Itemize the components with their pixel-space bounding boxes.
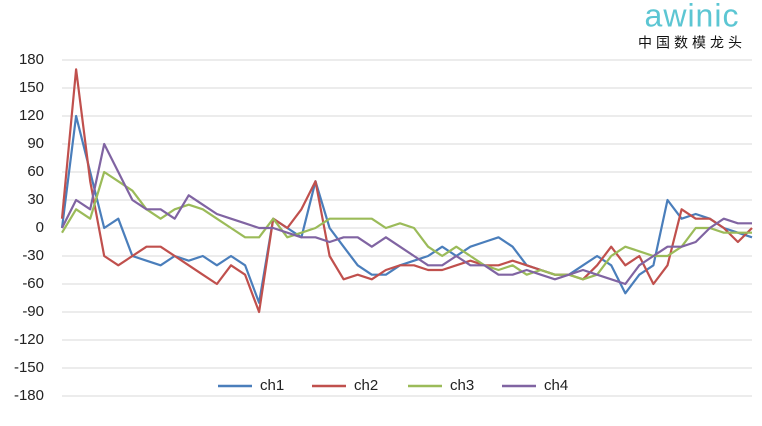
y-tick-label: -180: [14, 387, 44, 404]
y-tick-label: -120: [14, 331, 44, 348]
legend-label: ch4: [544, 377, 568, 394]
brand-tagline: 中国数模龙头: [638, 35, 746, 51]
legend-label: ch3: [450, 377, 474, 394]
y-tick-label: 180: [19, 51, 44, 68]
y-tick-label: -150: [14, 359, 44, 376]
series-line: [61, 142, 752, 286]
brand-name: awinic: [645, 0, 740, 33]
y-tick-label: 90: [27, 135, 44, 152]
y-tick-label: 150: [19, 79, 44, 96]
y-tick-label: 60: [27, 163, 44, 180]
y-tick-label: 120: [19, 107, 44, 124]
y-tick-label: -60: [22, 275, 44, 292]
series-line: [61, 170, 752, 281]
y-tick-label: -30: [22, 247, 44, 264]
series-line: [60, 68, 753, 314]
y-tick-label: 0: [36, 219, 44, 236]
y-tick-label: 30: [27, 191, 44, 208]
y-tick-label: -90: [22, 303, 44, 320]
legend-label: ch2: [354, 377, 378, 394]
legend-label: ch1: [260, 377, 284, 394]
